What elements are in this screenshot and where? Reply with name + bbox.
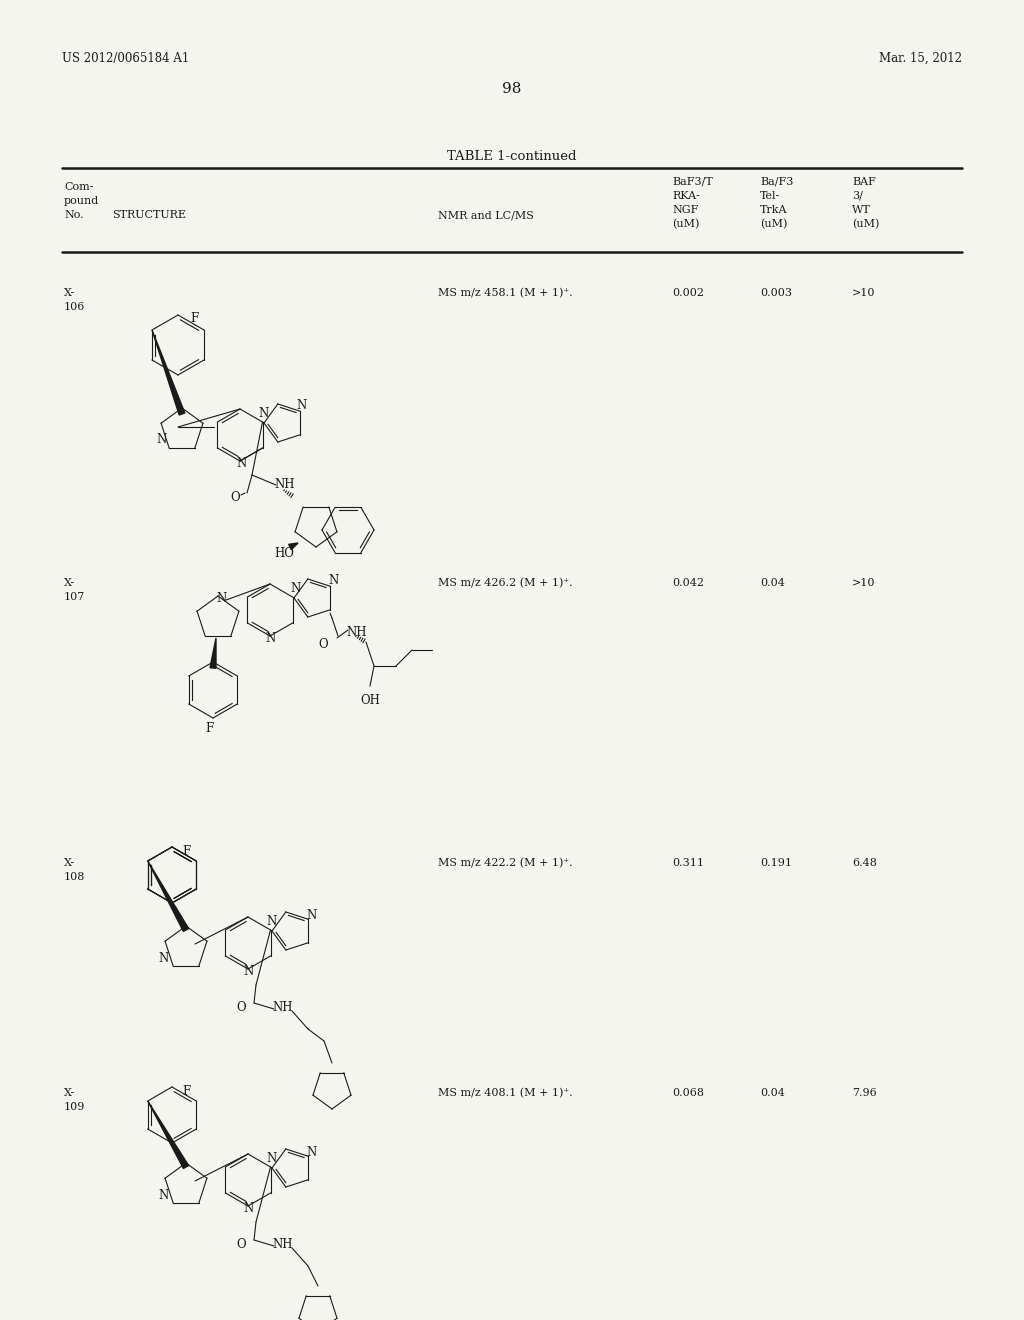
Text: (uM): (uM)	[852, 219, 880, 230]
Text: HO: HO	[274, 546, 294, 560]
Text: F: F	[190, 312, 199, 325]
Text: 6.48: 6.48	[852, 858, 877, 869]
Text: TrkA: TrkA	[760, 205, 787, 215]
Text: NH: NH	[274, 478, 295, 491]
Text: 0.068: 0.068	[672, 1088, 705, 1098]
Text: O: O	[236, 1001, 246, 1014]
Text: N: N	[290, 582, 300, 595]
Text: O: O	[230, 491, 240, 504]
Text: STRUCTURE: STRUCTURE	[112, 210, 186, 220]
Text: N: N	[243, 1203, 253, 1214]
Text: N: N	[265, 632, 275, 645]
Text: Tel-: Tel-	[760, 191, 780, 201]
Text: N: N	[243, 965, 253, 978]
Text: NH: NH	[272, 1238, 293, 1251]
Text: MS m/z 458.1 (M + 1)⁺.: MS m/z 458.1 (M + 1)⁺.	[438, 288, 572, 298]
Text: F: F	[205, 722, 213, 735]
Text: 0.04: 0.04	[760, 1088, 784, 1098]
Text: N: N	[216, 591, 226, 605]
Text: MS m/z 408.1 (M + 1)⁺.: MS m/z 408.1 (M + 1)⁺.	[438, 1088, 572, 1098]
Polygon shape	[152, 330, 184, 414]
Text: N: N	[328, 574, 338, 587]
Text: NH: NH	[272, 1001, 293, 1014]
Text: N: N	[266, 1152, 276, 1166]
Text: Mar. 15, 2012: Mar. 15, 2012	[879, 51, 962, 65]
Text: MS m/z 426.2 (M + 1)⁺.: MS m/z 426.2 (M + 1)⁺.	[438, 578, 572, 589]
Text: N: N	[236, 457, 246, 470]
Text: (uM): (uM)	[760, 219, 787, 230]
Text: 98: 98	[503, 82, 521, 96]
Text: O: O	[318, 638, 328, 651]
Text: TABLE 1-continued: TABLE 1-continued	[447, 150, 577, 162]
Text: >10: >10	[852, 578, 876, 587]
Text: N: N	[156, 433, 166, 446]
Text: N: N	[306, 909, 316, 921]
Text: BAF: BAF	[852, 177, 876, 187]
Text: 108: 108	[63, 873, 85, 882]
Text: F: F	[182, 845, 190, 858]
Polygon shape	[289, 543, 298, 549]
Text: 0.311: 0.311	[672, 858, 705, 869]
Polygon shape	[147, 861, 188, 932]
Text: MS m/z 422.2 (M + 1)⁺.: MS m/z 422.2 (M + 1)⁺.	[438, 858, 572, 869]
Text: N: N	[258, 407, 268, 420]
Text: 0.042: 0.042	[672, 578, 705, 587]
Text: 3/: 3/	[852, 191, 863, 201]
Text: NGF: NGF	[672, 205, 698, 215]
Text: F: F	[182, 1085, 190, 1098]
Text: 106: 106	[63, 302, 85, 312]
Text: X-: X-	[63, 578, 75, 587]
Text: N: N	[158, 1189, 168, 1203]
Text: 109: 109	[63, 1102, 85, 1111]
Text: (uM): (uM)	[672, 219, 699, 230]
Text: N: N	[296, 399, 306, 412]
Text: 107: 107	[63, 591, 85, 602]
Text: >10: >10	[852, 288, 876, 298]
Text: N: N	[158, 952, 168, 965]
Text: X-: X-	[63, 858, 75, 869]
Polygon shape	[210, 638, 216, 668]
Text: NMR and LC/MS: NMR and LC/MS	[438, 210, 534, 220]
Text: RKA-: RKA-	[672, 191, 699, 201]
Text: pound: pound	[63, 195, 99, 206]
Text: 0.002: 0.002	[672, 288, 705, 298]
Text: NH: NH	[346, 626, 367, 639]
Text: Ba/F3: Ba/F3	[760, 177, 794, 187]
Text: N: N	[266, 915, 276, 928]
Text: O: O	[236, 1238, 246, 1251]
Text: US 2012/0065184 A1: US 2012/0065184 A1	[62, 51, 189, 65]
Text: BaF3/T: BaF3/T	[672, 177, 713, 187]
Text: OH: OH	[360, 694, 380, 708]
Text: 0.191: 0.191	[760, 858, 792, 869]
Text: 7.96: 7.96	[852, 1088, 877, 1098]
Text: 0.04: 0.04	[760, 578, 784, 587]
Text: 0.003: 0.003	[760, 288, 792, 298]
Text: N: N	[306, 1146, 316, 1159]
Text: WT: WT	[852, 205, 870, 215]
Polygon shape	[147, 1101, 188, 1168]
Text: X-: X-	[63, 1088, 75, 1098]
Text: No.: No.	[63, 210, 84, 220]
Text: Com-: Com-	[63, 182, 93, 191]
Text: X-: X-	[63, 288, 75, 298]
